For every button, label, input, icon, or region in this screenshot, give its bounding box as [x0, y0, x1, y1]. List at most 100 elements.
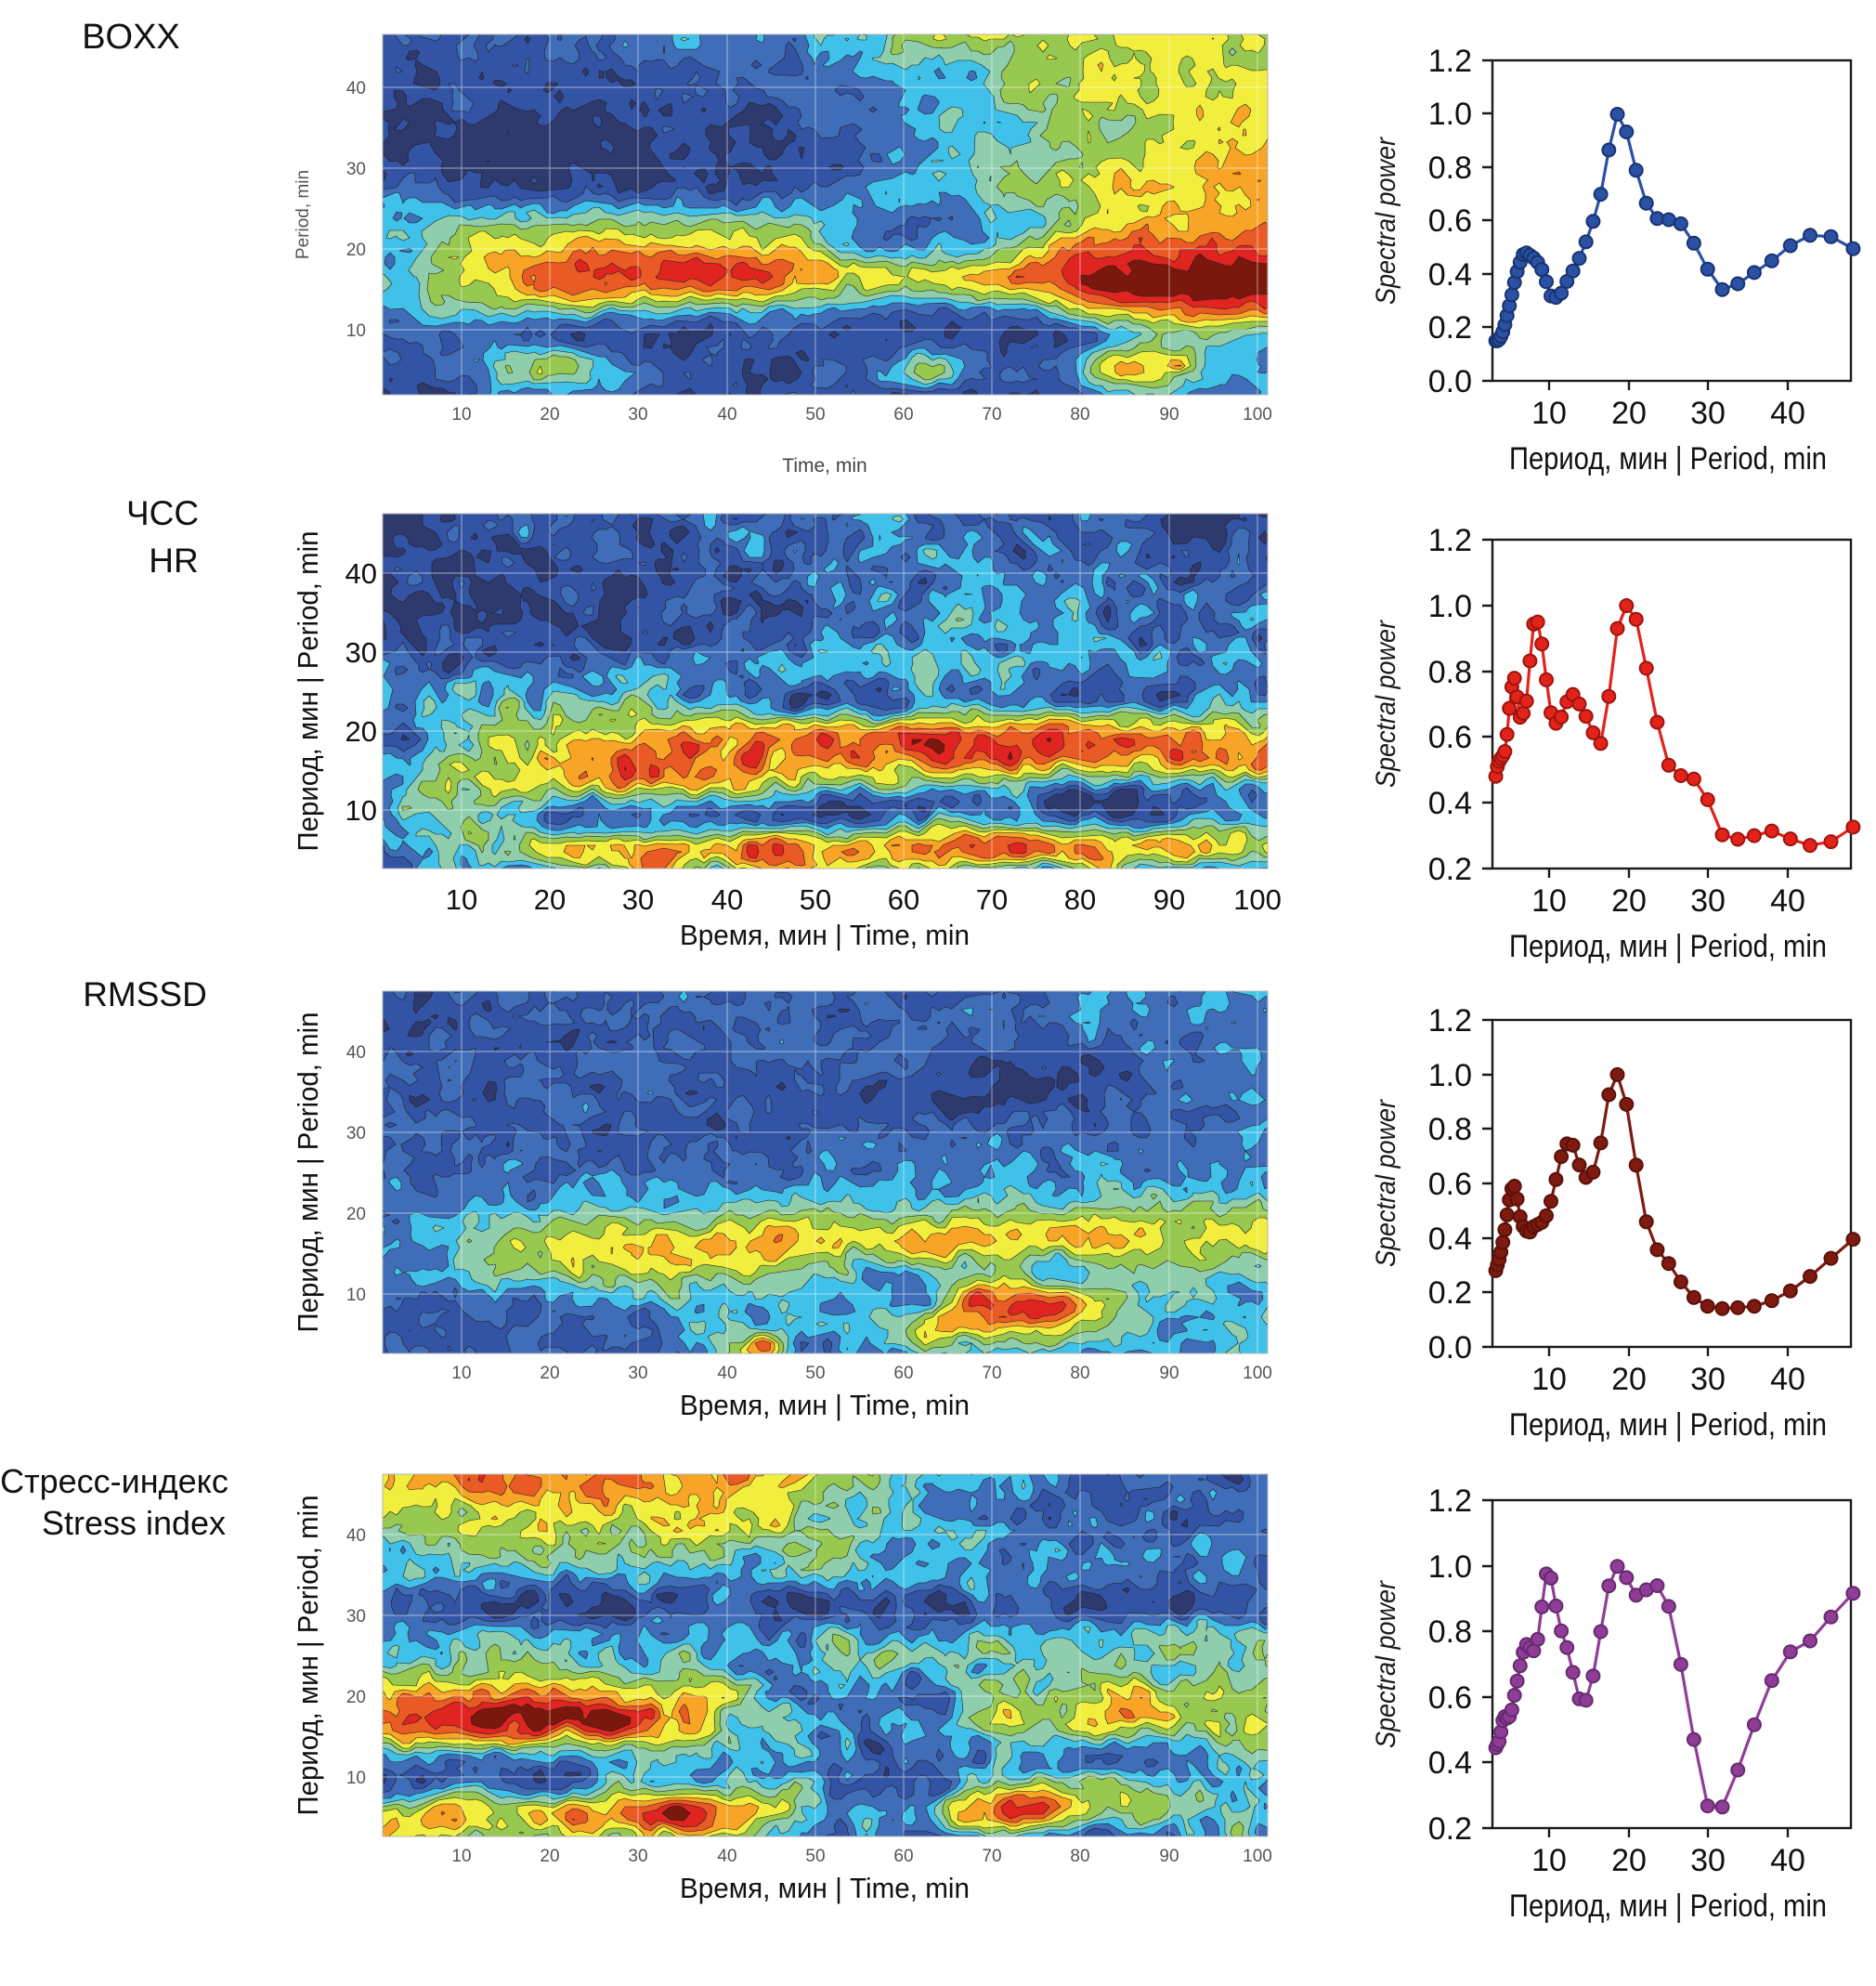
svg-text:100: 100 — [1243, 405, 1272, 425]
svg-text:20: 20 — [346, 241, 366, 260]
svg-text:70: 70 — [976, 883, 1008, 916]
svg-text:0.6: 0.6 — [1428, 1167, 1472, 1202]
svg-text:0.2: 0.2 — [1428, 852, 1472, 887]
svg-text:Время, мин | Time, min: Время, мин | Time, min — [680, 919, 970, 951]
svg-text:0.6: 0.6 — [1428, 203, 1472, 239]
svg-text:30: 30 — [345, 636, 377, 669]
svg-text:60: 60 — [893, 405, 913, 425]
svg-text:0.8: 0.8 — [1428, 1614, 1472, 1650]
svg-text:10: 10 — [346, 321, 366, 341]
svg-text:Period, min: Period, min — [293, 170, 313, 259]
svg-text:20: 20 — [540, 1364, 559, 1383]
svg-text:30: 30 — [346, 1124, 366, 1143]
svg-text:1.0: 1.0 — [1428, 1549, 1472, 1585]
svg-text:30: 30 — [622, 883, 654, 916]
svg-text:40: 40 — [346, 1043, 366, 1063]
svg-text:20: 20 — [1611, 1843, 1647, 1878]
svg-text:40: 40 — [1770, 396, 1805, 431]
svg-text:40: 40 — [717, 1847, 736, 1866]
svg-text:0.8: 0.8 — [1428, 150, 1472, 186]
svg-text:0.4: 0.4 — [1428, 1222, 1472, 1257]
svg-text:0.4: 0.4 — [1428, 786, 1472, 821]
svg-text:Spectral power: Spectral power — [1371, 1099, 1401, 1267]
svg-text:100: 100 — [1243, 1847, 1272, 1866]
svg-text:10: 10 — [1531, 1843, 1567, 1878]
svg-text:1.2: 1.2 — [1428, 44, 1472, 79]
svg-text:30: 30 — [628, 1847, 647, 1866]
svg-text:50: 50 — [805, 405, 825, 425]
svg-text:Период, мин | Period, min: Период, мин | Period, min — [1509, 929, 1827, 964]
svg-text:80: 80 — [1064, 883, 1096, 916]
svg-text:70: 70 — [982, 405, 1001, 425]
svg-text:0.2: 0.2 — [1428, 1811, 1472, 1847]
svg-text:30: 30 — [1690, 883, 1726, 919]
svg-text:20: 20 — [1611, 1362, 1647, 1397]
svg-text:20: 20 — [540, 1847, 559, 1866]
svg-text:50: 50 — [800, 883, 831, 916]
svg-text:RMSSD: RMSSD — [83, 975, 207, 1013]
svg-text:40: 40 — [345, 557, 377, 590]
svg-text:80: 80 — [1070, 1364, 1089, 1383]
svg-text:10: 10 — [1531, 1362, 1567, 1397]
svg-text:40: 40 — [711, 883, 743, 916]
svg-text:Период, мин | Period, min: Период, мин | Period, min — [292, 1013, 324, 1333]
svg-text:30: 30 — [346, 1607, 366, 1627]
svg-text:Период, мин | Period, min: Период, мин | Period, min — [1509, 1407, 1827, 1443]
svg-text:70: 70 — [982, 1847, 1001, 1866]
svg-text:Период, мин | Period, min: Период, мин | Period, min — [292, 531, 324, 852]
svg-text:40: 40 — [1770, 883, 1805, 919]
svg-text:10: 10 — [345, 794, 377, 827]
svg-text:40: 40 — [346, 79, 366, 98]
svg-text:0.4: 0.4 — [1428, 257, 1472, 293]
svg-text:Stress index: Stress index — [42, 1504, 226, 1542]
svg-text:30: 30 — [1690, 1843, 1726, 1878]
svg-text:1.0: 1.0 — [1428, 589, 1472, 624]
svg-text:Spectral power: Spectral power — [1371, 620, 1401, 788]
svg-text:40: 40 — [1770, 1362, 1805, 1397]
svg-text:0.0: 0.0 — [1428, 364, 1472, 399]
svg-text:HR: HR — [149, 542, 198, 580]
svg-text:0.2: 0.2 — [1428, 1275, 1472, 1311]
svg-text:1.2: 1.2 — [1428, 523, 1472, 558]
svg-text:50: 50 — [805, 1847, 825, 1866]
svg-text:90: 90 — [1159, 1847, 1179, 1866]
svg-text:0.0: 0.0 — [1428, 1330, 1472, 1365]
svg-text:Time, min: Time, min — [782, 455, 866, 477]
svg-text:10: 10 — [1531, 396, 1567, 431]
svg-text:60: 60 — [888, 883, 919, 916]
svg-text:80: 80 — [1070, 1847, 1089, 1866]
svg-text:30: 30 — [1690, 1362, 1726, 1397]
svg-text:20: 20 — [540, 405, 559, 425]
svg-text:20: 20 — [346, 1688, 366, 1707]
svg-text:40: 40 — [717, 1364, 736, 1383]
svg-text:10: 10 — [451, 405, 471, 425]
svg-text:10: 10 — [451, 1364, 471, 1383]
svg-text:Стресс-индекс: Стресс-индекс — [0, 1462, 228, 1500]
svg-text:20: 20 — [1611, 883, 1647, 919]
svg-text:90: 90 — [1153, 883, 1185, 916]
svg-text:30: 30 — [1690, 396, 1726, 431]
svg-text:BOXX: BOXX — [82, 18, 180, 57]
svg-text:50: 50 — [805, 1364, 825, 1383]
svg-text:60: 60 — [893, 1847, 913, 1866]
svg-text:20: 20 — [534, 883, 566, 916]
svg-text:70: 70 — [982, 1364, 1001, 1383]
svg-text:30: 30 — [346, 160, 366, 179]
svg-text:Spectral power: Spectral power — [1371, 137, 1401, 305]
svg-text:30: 30 — [628, 1364, 647, 1383]
svg-text:20: 20 — [346, 1205, 366, 1224]
svg-text:100: 100 — [1243, 1364, 1272, 1383]
svg-text:40: 40 — [346, 1526, 366, 1546]
svg-text:40: 40 — [1770, 1843, 1805, 1878]
svg-text:1.2: 1.2 — [1428, 1003, 1472, 1039]
svg-text:Период, мин | Period, min: Период, мин | Period, min — [1509, 1888, 1827, 1924]
svg-text:Период, мин | Period, min: Период, мин | Period, min — [1509, 441, 1827, 477]
svg-text:30: 30 — [628, 405, 647, 425]
svg-text:0.4: 0.4 — [1428, 1745, 1472, 1781]
svg-text:Период, мин | Period, min: Период, мин | Period, min — [292, 1496, 324, 1816]
svg-text:0.2: 0.2 — [1428, 310, 1472, 346]
svg-text:1.0: 1.0 — [1428, 1058, 1472, 1093]
svg-text:10: 10 — [451, 1847, 471, 1866]
svg-text:1.2: 1.2 — [1428, 1483, 1472, 1519]
svg-text:10: 10 — [1531, 883, 1567, 919]
